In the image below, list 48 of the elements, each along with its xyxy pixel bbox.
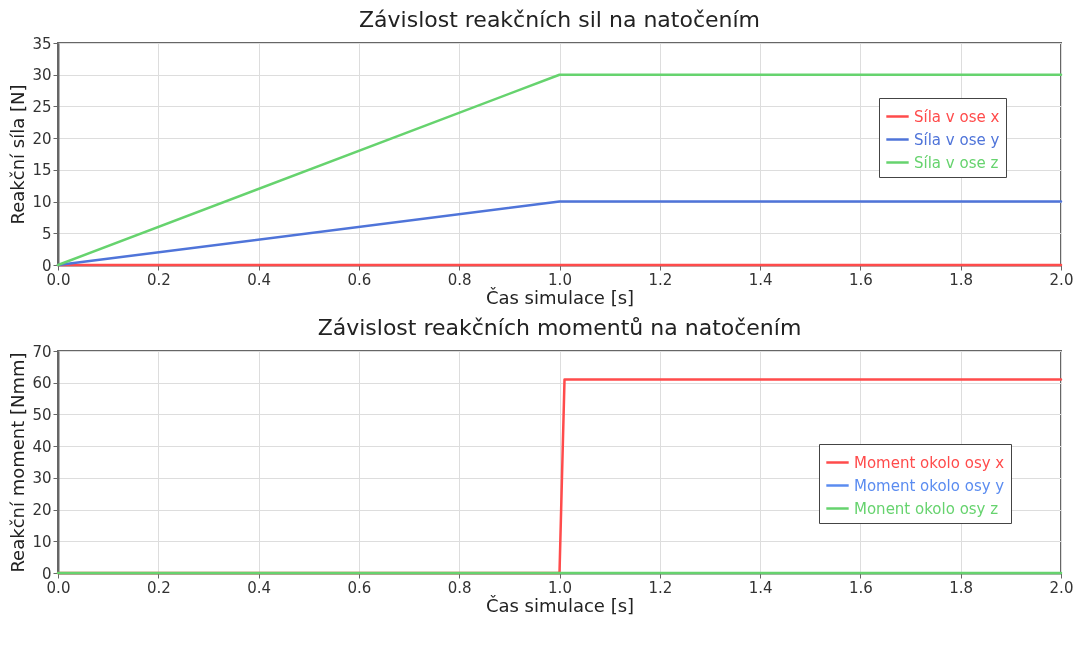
x-tick-label: 1.0	[548, 578, 572, 597]
legend-label: Síla v ose x	[914, 107, 1000, 126]
legend-label: Moment okolo osy x	[854, 453, 1005, 472]
chart-title: Závislost reakčních momentů na natočením	[317, 315, 802, 340]
x-tick-label: 0.6	[347, 270, 372, 289]
legend-label: Monent okolo osy z	[854, 499, 999, 518]
x-tick-label: 2.0	[1049, 578, 1074, 597]
x-tick-label: 0.4	[247, 270, 272, 289]
y-tick-label: 25	[32, 97, 52, 116]
x-tick-label: 1.8	[949, 270, 974, 289]
y-tick-label: 30	[32, 469, 52, 488]
x-axis-title: Čas simulace [s]	[485, 594, 635, 616]
x-axis-title: Čas simulace [s]	[485, 286, 635, 308]
x-tick-label: 1.0	[548, 270, 572, 289]
x-tick-label: 1.6	[848, 578, 873, 597]
y-tick-label: 10	[32, 532, 52, 551]
y-axis-title: Reakční moment [Nmm]	[7, 352, 29, 573]
y-tick-label: 10	[32, 193, 52, 212]
x-tick-label: 0.8	[447, 270, 472, 289]
x-tick-label: 0.4	[247, 578, 272, 597]
y-tick-label: 5	[41, 224, 52, 243]
y-tick-label: 35	[32, 34, 52, 53]
y-tick-label: 60	[32, 374, 52, 393]
x-tick-label: 0.0	[46, 578, 71, 597]
y-tick-label: 20	[32, 129, 52, 148]
y-tick-label: 70	[32, 342, 52, 361]
y-axis-title: Reakční síla [N]	[7, 84, 29, 225]
x-tick-label: 0.6	[347, 578, 372, 597]
y-tick-label: 50	[32, 405, 52, 424]
chart-title: Závislost reakčních sil na natočením	[358, 7, 761, 32]
x-tick-label: 0.8	[447, 578, 472, 597]
x-tick-label: 0.0	[46, 270, 71, 289]
x-tick-label: 0.2	[146, 578, 171, 597]
x-tick-label: 1.4	[748, 270, 773, 289]
y-tick-label: 40	[32, 437, 52, 456]
x-tick-label: 0.2	[146, 270, 171, 289]
x-tick-label: 1.2	[648, 270, 673, 289]
x-tick-label: 1.8	[949, 578, 974, 597]
y-tick-label: 20	[32, 501, 52, 520]
y-tick-label: 15	[32, 161, 52, 180]
x-tick-label: 1.2	[648, 578, 673, 597]
x-tick-label: 1.6	[848, 270, 873, 289]
legend-label: Síla v ose y	[914, 130, 1000, 149]
x-tick-label: 1.4	[748, 578, 773, 597]
legend-label: Moment okolo osy y	[854, 476, 1005, 495]
x-tick-label: 2.0	[1049, 270, 1074, 289]
legend-label: Síla v ose z	[914, 153, 999, 172]
y-tick-label: 30	[32, 66, 52, 85]
